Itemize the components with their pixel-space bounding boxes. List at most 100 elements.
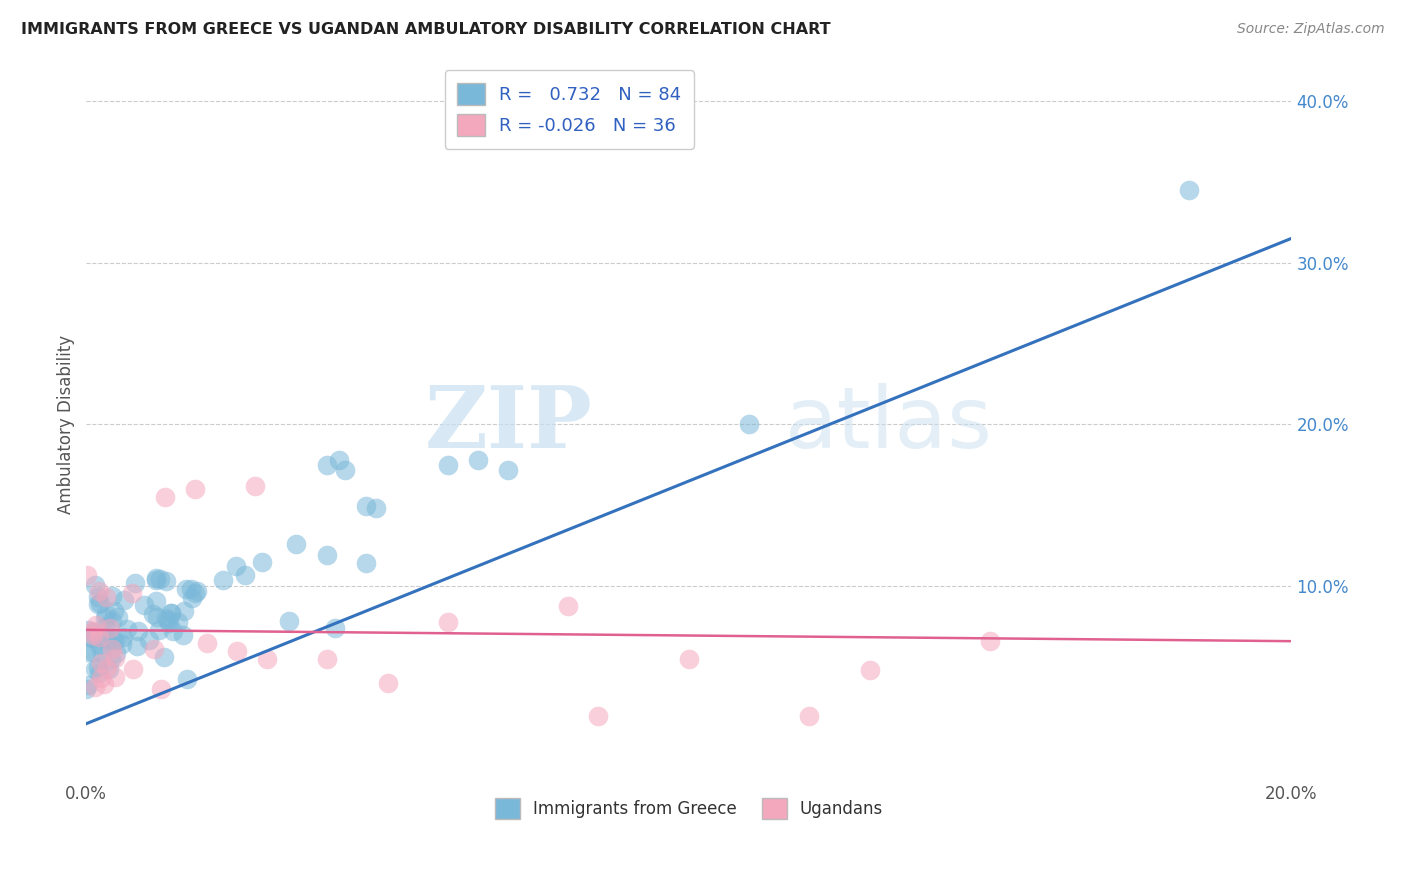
Point [90,657,112,671]
Point [101,632,124,647]
Point [96,590,118,604]
Point [87,638,110,652]
Point [77,678,100,692]
Point [100,642,122,657]
Point [103,604,125,618]
Point [84,577,107,591]
Point [183,585,205,599]
Point [153,650,176,665]
Point [94,631,117,645]
Point [76,623,98,637]
Point [89,665,111,680]
Point [145,573,167,587]
Point [134,598,156,612]
Point [316,458,339,472]
Point [354,556,377,570]
Point [160,606,183,620]
Point [82,631,104,645]
Point [328,453,350,467]
Point [243,479,266,493]
Point [167,615,190,629]
Point [142,607,165,622]
Point [83,624,105,639]
Legend: Immigrants from Greece, Ugandans: Immigrants from Greece, Ugandans [488,792,890,825]
Point [157,616,180,631]
Point [277,614,299,628]
Point [104,634,127,648]
Point [89,584,111,599]
Point [316,652,339,666]
Point [160,607,183,621]
Point [75,645,97,659]
Point [1178,183,1201,197]
Point [354,500,377,514]
Point [121,586,143,600]
Point [87,597,110,611]
Point [212,573,235,587]
Point [252,555,274,569]
Point [738,417,761,432]
Point [104,650,127,665]
Point [184,482,207,496]
Point [588,708,610,723]
Point [98,621,121,635]
Point [96,632,118,647]
Point [496,463,519,477]
Point [325,621,347,635]
Point [105,646,128,660]
Point [225,559,247,574]
Point [82,644,104,658]
Point [149,681,172,696]
Point [859,663,882,677]
Point [124,576,146,591]
Point [83,662,105,676]
Point [256,652,278,666]
Point [87,660,110,674]
Point [100,615,122,629]
Point [94,607,117,621]
Point [111,637,134,651]
Point [93,677,115,691]
Point [284,537,307,551]
Text: IMMIGRANTS FROM GREECE VS UGANDAN AMBULATORY DISABILITY CORRELATION CHART: IMMIGRANTS FROM GREECE VS UGANDAN AMBULA… [21,22,831,37]
Point [156,613,179,627]
Point [335,463,357,477]
Point [115,622,138,636]
Point [89,596,111,610]
Point [174,582,197,596]
Point [173,604,195,618]
Point [195,636,218,650]
Point [91,646,114,660]
Point [180,582,202,596]
Point [377,676,399,690]
Point [75,681,97,696]
Point [96,661,118,675]
Point [145,570,167,584]
Point [97,662,120,676]
Point [437,458,460,472]
Point [145,593,167,607]
Point [76,568,98,582]
Point [364,501,387,516]
Point [80,630,103,644]
Point [145,609,167,624]
Text: atlas: atlas [786,383,993,466]
Point [153,490,176,504]
Point [121,662,143,676]
Point [138,633,160,648]
Point [107,610,129,624]
Y-axis label: Ambulatory Disability: Ambulatory Disability [58,334,75,514]
Point [101,589,124,603]
Point [148,624,170,638]
Point [315,549,337,563]
Point [82,628,104,642]
Point [111,631,134,645]
Point [678,652,700,666]
Point [82,624,104,639]
Point [94,620,117,634]
Point [233,567,256,582]
Point [104,670,127,684]
Text: Source: ZipAtlas.com: Source: ZipAtlas.com [1237,22,1385,37]
Point [557,599,579,613]
Text: ZIP: ZIP [425,383,592,467]
